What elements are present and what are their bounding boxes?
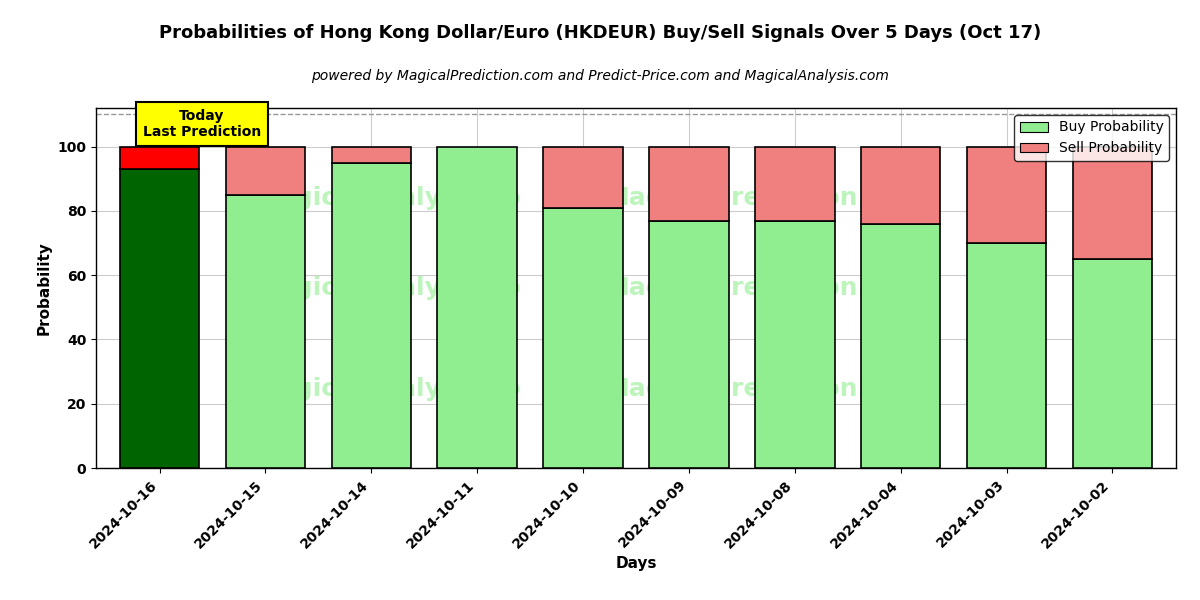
- Bar: [226, 195, 305, 468]
- Text: MagicalPrediction.com: MagicalPrediction.com: [605, 186, 926, 210]
- Text: MagicalPrediction.com: MagicalPrediction.com: [605, 377, 926, 401]
- Bar: [967, 146, 1046, 243]
- Legend: Buy Probability, Sell Probability: Buy Probability, Sell Probability: [1014, 115, 1169, 161]
- Text: powered by MagicalPrediction.com and Predict-Price.com and MagicalAnalysis.com: powered by MagicalPrediction.com and Pre…: [311, 69, 889, 83]
- Text: Today
Last Prediction: Today Last Prediction: [143, 109, 262, 139]
- Bar: [331, 146, 412, 163]
- Bar: [1073, 259, 1152, 468]
- Bar: [649, 221, 728, 468]
- Bar: [1073, 146, 1152, 259]
- Bar: [438, 146, 517, 468]
- Bar: [862, 224, 941, 468]
- Bar: [649, 146, 728, 221]
- Bar: [120, 169, 199, 468]
- Bar: [544, 146, 623, 208]
- Y-axis label: Probability: Probability: [37, 241, 52, 335]
- Bar: [331, 163, 412, 468]
- Bar: [544, 208, 623, 468]
- Bar: [120, 146, 199, 169]
- Text: MagicalPrediction.com: MagicalPrediction.com: [605, 276, 926, 300]
- Text: MagicalAnalysis.co: MagicalAnalysis.co: [254, 276, 521, 300]
- Bar: [967, 243, 1046, 468]
- Bar: [862, 146, 941, 224]
- X-axis label: Days: Days: [616, 556, 656, 571]
- Text: Probabilities of Hong Kong Dollar/Euro (HKDEUR) Buy/Sell Signals Over 5 Days (Oc: Probabilities of Hong Kong Dollar/Euro (…: [158, 24, 1042, 42]
- Text: MagicalAnalysis.co: MagicalAnalysis.co: [254, 377, 521, 401]
- Text: MagicalAnalysis.co: MagicalAnalysis.co: [254, 186, 521, 210]
- Bar: [755, 146, 834, 221]
- Bar: [755, 221, 834, 468]
- Bar: [226, 146, 305, 195]
